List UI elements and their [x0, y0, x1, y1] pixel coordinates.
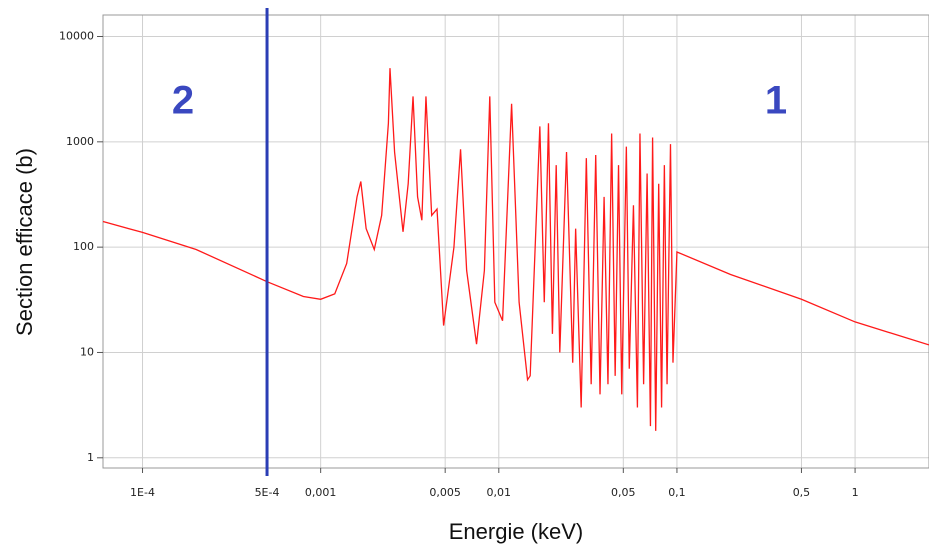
x-tick-label: 0,005 — [429, 486, 461, 499]
region-label: 2 — [172, 79, 194, 123]
y-tick-label: 10000 — [59, 29, 94, 42]
x-tick-label: 5E-4 — [255, 486, 280, 499]
region-label: 1 — [765, 79, 787, 123]
y-tick-label: 1 — [87, 451, 94, 464]
plot-frame — [102, 14, 929, 469]
x-tick-label: 0,1 — [668, 486, 686, 499]
y-tick-label: 10 — [80, 345, 94, 358]
grid — [103, 15, 929, 468]
x-tick-label: 0,01 — [487, 486, 512, 499]
y-axis-title: Section efficace (b) — [12, 148, 37, 336]
series-line — [102, 68, 929, 431]
y-tick-label: 100 — [73, 240, 94, 253]
y-tick-label: 1000 — [66, 135, 94, 148]
x-tick-label: 1E-4 — [130, 486, 155, 499]
x-tick-label: 1 — [852, 486, 859, 499]
x-tick-label: 0,001 — [305, 486, 337, 499]
x-axis-title: Energie (keV) — [449, 519, 584, 544]
x-tick-label: 0,05 — [611, 486, 636, 499]
x-tick-label: 0,5 — [793, 486, 811, 499]
